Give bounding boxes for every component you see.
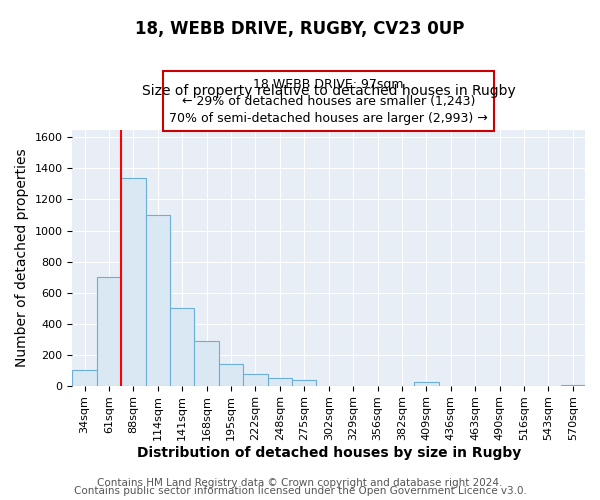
Text: Contains HM Land Registry data © Crown copyright and database right 2024.: Contains HM Land Registry data © Crown c… [97, 478, 503, 488]
Bar [219, 364, 243, 386]
Bar [146, 215, 170, 386]
Text: 18, WEBB DRIVE, RUGBY, CV23 0UP: 18, WEBB DRIVE, RUGBY, CV23 0UP [136, 20, 464, 38]
Bar [268, 378, 292, 386]
Bar [560, 385, 585, 386]
Bar [170, 308, 194, 386]
Text: 18 WEBB DRIVE: 97sqm
← 29% of detached houses are smaller (1,243)
70% of semi-de: 18 WEBB DRIVE: 97sqm ← 29% of detached h… [169, 78, 488, 124]
X-axis label: Distribution of detached houses by size in Rugby: Distribution of detached houses by size … [137, 446, 521, 460]
Y-axis label: Number of detached properties: Number of detached properties [15, 148, 29, 367]
Bar [292, 380, 316, 386]
Bar [194, 342, 219, 386]
Bar [121, 178, 146, 386]
Bar [243, 374, 268, 386]
Bar [73, 370, 97, 386]
Title: Size of property relative to detached houses in Rugby: Size of property relative to detached ho… [142, 84, 515, 98]
Text: Contains public sector information licensed under the Open Government Licence v3: Contains public sector information licen… [74, 486, 526, 496]
Bar [97, 277, 121, 386]
Bar [414, 382, 439, 386]
